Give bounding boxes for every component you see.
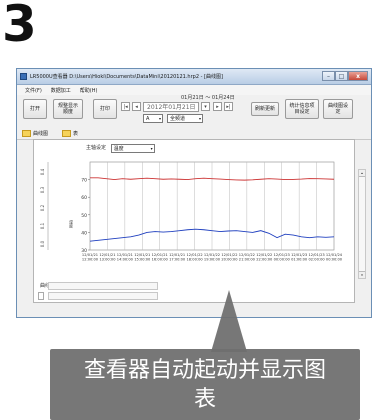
graph-settings-button[interactable]: 曲线图设定 [323,99,353,119]
x-tick-label: 12/01/23 00:00:00 [274,253,291,262]
x-tick-label: 12/01/22 20:00:00 [221,253,238,262]
menu-file[interactable]: 文件(F) [25,87,42,94]
x-tick-label: 12/01/21 17:00:00 [169,253,186,262]
x-tick-label: 12/01/22 19:00:00 [204,253,221,262]
prev-icon: ◂ [135,104,138,110]
close-button[interactable]: x [348,71,368,81]
first-page-button[interactable]: |◂ [121,102,130,111]
refresh-button[interactable]: 刷新更新 [251,102,279,116]
horizontal-scrollbar-bottom[interactable] [48,292,158,300]
display-order-button[interactable]: 规整显示顺度 [53,99,83,119]
left-axis-label: 湿度 [69,220,74,228]
primary-axis-label: 主轴设定 [86,145,107,151]
first-page-icon: |◂ [123,104,128,110]
series-checkbox[interactable] [38,292,44,300]
print-button[interactable]: 打印 [93,99,117,119]
date-dropdown-button[interactable]: ▾ [201,102,210,111]
series-line-1 [89,228,335,242]
table-icon [62,129,72,137]
chart[interactable]: 0.4 0.3 0.2 0.1 0.0 30 40 50 60 70 12/01/21 12:00… [34,140,356,304]
chevron-down-icon: ▾ [158,116,161,121]
tab-graph-label: 曲线图 [33,130,49,137]
chevron-down-icon: ▾ [150,146,153,151]
prev-page-button[interactable]: ◂ [132,102,141,111]
y-tick-label: 60 [81,195,87,201]
y-tick-label: 30 [81,248,87,254]
a-select[interactable]: A ▾ [143,114,163,123]
menu-help[interactable]: 帮助(H) [79,87,98,94]
chevron-down-icon: ▾ [204,104,207,110]
app-icon [20,73,27,80]
x-tick-label: 12/01/21 12:00:00 [82,253,99,262]
next-icon: ▸ [216,104,219,110]
line-chart-icon [22,129,31,137]
x-tick-label: 12/01/24 00:00:00 [326,253,343,262]
primary-axis-value: 温度 [113,146,124,152]
primary-axis-row: 主轴设定 温度 ▾ [86,143,155,153]
x-tick-label: 12/01/23 01:00:00 [291,253,308,262]
x-tick-label: 12/01/21 16:00:00 [152,253,169,262]
x-tick-label: 12/01/23 02:00:00 [309,253,326,262]
step-number: 3 [2,0,37,53]
window-controls: – □ x [322,71,368,82]
y-tick-label: 50 [81,213,87,219]
primary-axis-select[interactable]: 温度 ▾ [110,144,155,153]
x-tick-label: 12/01/21 13:00:00 [99,253,116,262]
secondary-y-tick-label: 0.2 [40,204,45,211]
menu-bar: 文件(F) 数据加工 帮助(H) [17,85,371,95]
maximize-button[interactable]: □ [335,71,348,81]
tab-table-label: 表 [73,130,79,137]
date-field[interactable]: 2012年01月21日 [143,102,199,112]
tab-table[interactable]: 表 [62,129,79,137]
scroll-down-icon[interactable]: ▾ [359,271,365,278]
title-bar: LR5000U查看器 D:\Users\Hioki\Documents\Data… [17,69,371,85]
bottom-graph-label: 曲线图 [40,282,55,289]
secondary-y-tick-label: 0.0 [40,240,45,247]
minimize-button[interactable]: – [322,71,335,81]
x-tick-label: 12/01/21 14:00:00 [117,253,134,262]
date-range-text: 01月21日 ～ 01月24日 [181,95,235,101]
y-tick-label: 40 [81,230,87,236]
toolbar: 打开 规整显示顺度 打印 01月21日 ～ 01月24日 |◂ ◂ 2012年0… [17,95,371,127]
y-tick-label: 70 [81,178,87,184]
callout-box: 查看器自动起动并显示图表 [50,349,360,420]
horizontal-scrollbar-top[interactable] [48,282,158,290]
channel-select-value: 全频道 [170,116,186,122]
next-page-button[interactable]: ▸ [213,102,222,111]
vertical-scrollbar[interactable]: ▴ ▾ [358,169,366,279]
plot-panel: 主轴设定 温度 ▾ 湿度 0.4 0.3 0.2 0.1 0.0 30 40 50 60 70 … [33,139,355,303]
scroll-up-icon[interactable]: ▴ [359,170,365,177]
secondary-y-tick-label: 0.4 [40,168,45,175]
x-tick-label: 12/01/22 21:00:00 [239,253,256,262]
series-line-0 [90,177,335,181]
x-tick-label: 12/01/21 15:00:00 [134,253,151,262]
x-tick-label: 12/01/22 22:00:00 [256,253,273,262]
channel-select[interactable]: 全频道 ▾ [167,114,203,123]
open-button[interactable]: 打开 [23,99,47,119]
window-title: LR5000U查看器 D:\Users\Hioki\Documents\Data… [30,74,223,80]
menu-data-processing[interactable]: 数据加工 [50,87,71,94]
a-select-value: A [146,116,150,122]
stats-settings-button[interactable]: 统计信息项目设定 [285,99,319,119]
viewer-window: LR5000U查看器 D:\Users\Hioki\Documents\Data… [16,68,372,318]
last-page-icon: ▸| [226,104,231,110]
tab-graph[interactable]: 曲线图 [22,129,49,137]
chevron-down-icon: ▾ [198,116,201,121]
secondary-y-tick-label: 0.3 [40,186,45,193]
x-tick-label: 12/01/22 18:00:00 [187,253,204,262]
last-page-button[interactable]: ▸| [224,102,233,111]
secondary-y-tick-label: 0.1 [40,222,45,229]
